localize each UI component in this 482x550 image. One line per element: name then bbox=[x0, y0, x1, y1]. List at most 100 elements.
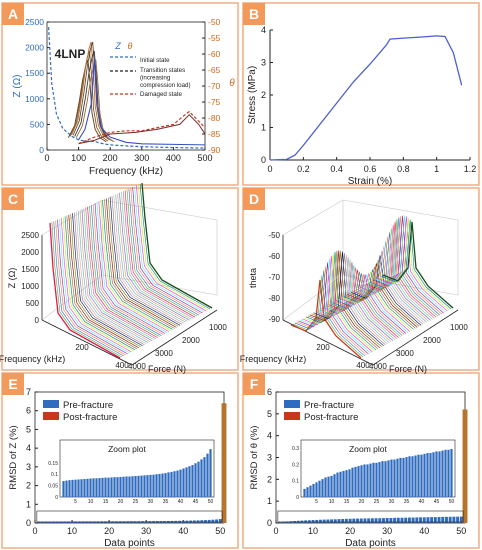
inset-bar bbox=[101, 477, 104, 497]
inset-bar bbox=[414, 455, 417, 497]
inset-bar bbox=[420, 454, 423, 497]
waterfall-series-line bbox=[51, 222, 123, 358]
y-tick-label: 3 bbox=[267, 453, 272, 463]
inset-x-tick-label: 15 bbox=[103, 499, 109, 505]
inset-bar bbox=[405, 457, 408, 497]
x-tick-label: 20 bbox=[345, 526, 355, 536]
legend-swatch-pre bbox=[284, 400, 300, 408]
legend-label-post: Post-fracture bbox=[63, 412, 117, 423]
waterfall-series-line bbox=[75, 211, 147, 344]
bar-pre-fracture bbox=[374, 518, 378, 523]
inset-bar bbox=[357, 466, 360, 497]
inset-y-tick-label: 0.1 bbox=[51, 472, 58, 478]
bar-pre-fracture bbox=[311, 520, 315, 523]
waterfall-series-line bbox=[87, 206, 158, 338]
waterfall-series-line bbox=[68, 214, 139, 349]
bar-pre-fracture bbox=[341, 518, 345, 523]
inset-plot bbox=[300, 439, 456, 498]
transition-curve bbox=[67, 59, 107, 143]
inset-bar bbox=[140, 475, 143, 497]
x-tick-label: 0.8 bbox=[397, 164, 410, 174]
inset-bar bbox=[438, 451, 441, 497]
inset-bar bbox=[342, 470, 345, 497]
bar-pre-fracture bbox=[196, 520, 200, 523]
inset-bar bbox=[399, 457, 402, 497]
bar-pre-fracture bbox=[459, 516, 463, 523]
waterfall-series-line bbox=[74, 212, 145, 345]
inset-bar bbox=[396, 458, 399, 497]
bar-pre-fracture bbox=[415, 517, 419, 523]
y-axis-label: theta bbox=[248, 268, 258, 288]
waterfall-series-line bbox=[60, 218, 132, 353]
x-axis-label: Data points bbox=[104, 538, 155, 549]
x-tick-label: 500 bbox=[197, 153, 212, 163]
inset-bar bbox=[444, 449, 447, 497]
bar-pre-fracture bbox=[215, 519, 219, 523]
waterfall-series-line bbox=[343, 269, 414, 330]
x-axis-label: Frequency (kHz) bbox=[89, 166, 163, 177]
y-tick-label: 6 bbox=[267, 387, 272, 397]
inset-x-tick-label: 5 bbox=[315, 499, 318, 505]
waterfall-series-line bbox=[70, 213, 141, 348]
y-tick-label: 2000 bbox=[21, 248, 39, 257]
annotation: 4LNP bbox=[55, 47, 86, 61]
x-tick-label: 10 bbox=[308, 526, 318, 536]
inset-x-tick-label: 25 bbox=[374, 499, 380, 505]
waterfall-series-line bbox=[354, 246, 426, 324]
inset-bar bbox=[173, 471, 176, 497]
inset-bar bbox=[86, 478, 89, 497]
waterfall-series-line bbox=[298, 262, 369, 355]
bar-pre-fracture bbox=[307, 520, 311, 523]
inset-bar bbox=[318, 480, 321, 497]
waterfall-series-line bbox=[62, 217, 134, 352]
waterfall-series-line bbox=[335, 274, 407, 334]
waterfall-series-line bbox=[362, 228, 433, 320]
waterfall-series-line bbox=[322, 262, 394, 341]
bar-pre-fracture bbox=[363, 518, 367, 523]
waterfall-series-line bbox=[79, 209, 151, 342]
bar-pre-fracture bbox=[322, 519, 326, 523]
inset-bar bbox=[92, 478, 95, 497]
inset-bar bbox=[309, 485, 312, 497]
x-tick-label: 40 bbox=[178, 526, 188, 536]
waterfall-series-line bbox=[83, 208, 154, 340]
panel-letter-badge bbox=[243, 188, 265, 210]
inset-bar bbox=[354, 466, 357, 497]
waterfall-series-line bbox=[319, 257, 390, 343]
waterfall-series-line bbox=[113, 195, 184, 324]
inset-bar bbox=[441, 450, 444, 497]
y2-tick-label: -75 bbox=[208, 97, 221, 107]
waterfall-series-line bbox=[349, 259, 420, 327]
y-tick-label: 1000 bbox=[21, 282, 39, 291]
inset-bar bbox=[83, 478, 86, 497]
waterfall-series-line bbox=[369, 217, 441, 316]
transition-curve bbox=[71, 41, 110, 141]
waterfall-series-line bbox=[371, 216, 442, 315]
y2-tick-label: -60 bbox=[208, 49, 221, 59]
waterfall-series-line bbox=[94, 203, 166, 334]
waterfall-series-line bbox=[66, 215, 138, 350]
inset-bar bbox=[155, 474, 158, 497]
transition-curve bbox=[75, 59, 115, 143]
inset-bar bbox=[194, 463, 197, 497]
inset-bar bbox=[71, 479, 74, 497]
legend-label-post: Post-fracture bbox=[304, 412, 358, 423]
panel-frame-e bbox=[1, 372, 239, 549]
bar-pre-fracture bbox=[378, 518, 382, 523]
waterfall-series-line bbox=[64, 216, 136, 351]
y-tick-label: 0 bbox=[39, 145, 44, 155]
inset-bar bbox=[333, 474, 336, 497]
panel-letter-badge bbox=[243, 3, 265, 25]
transition-curve bbox=[74, 50, 113, 142]
inset-bar bbox=[423, 453, 426, 497]
inset-bar bbox=[149, 474, 152, 497]
inset-bar bbox=[372, 462, 375, 497]
y-axis-label: RMSD of θ (%) bbox=[249, 426, 260, 490]
bar-pre-fracture bbox=[344, 518, 348, 523]
legend-label: Damaged state bbox=[140, 91, 183, 98]
inset-bar bbox=[146, 475, 149, 497]
z-axis-label: Force (N) bbox=[148, 364, 186, 374]
y2-tick-label: -90 bbox=[208, 145, 221, 155]
bar-pre-fracture bbox=[370, 518, 374, 523]
